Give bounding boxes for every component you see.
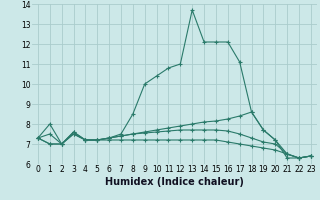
X-axis label: Humidex (Indice chaleur): Humidex (Indice chaleur) <box>105 177 244 187</box>
